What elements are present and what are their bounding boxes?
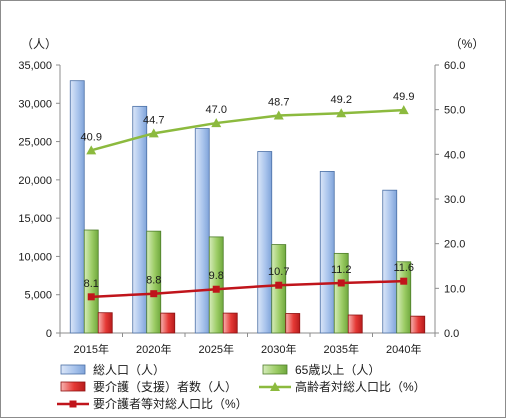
elderly-ratio-data-label: 48.7 <box>268 96 289 108</box>
elderly-ratio-point <box>273 110 284 120</box>
care-ratio-data-label: 8.8 <box>146 275 161 287</box>
aged-65-plus-bar <box>208 236 224 334</box>
legend-aged-65-plus: 65歳以上（人） <box>262 363 380 377</box>
care-ratio-data-label: 8.1 <box>84 278 99 290</box>
elderly-ratio-point <box>211 118 222 128</box>
legend-elderly-ratio: 高齢者対総人口比（%） <box>259 379 426 394</box>
left-tick-label: 25,000 <box>18 137 52 149</box>
right-tick-label: 30.0 <box>444 194 465 206</box>
elderly-ratio-point <box>148 128 159 138</box>
left-axis-unit: （人） <box>21 37 57 51</box>
lines <box>86 105 409 301</box>
care-needed-bar <box>160 312 176 334</box>
aged-65-plus-bar <box>146 230 162 334</box>
legend-elderly-ratio-swatch-marker <box>270 382 280 391</box>
care-needed-bar <box>97 312 113 334</box>
x-tick-label: 2015年 <box>74 342 109 356</box>
x-tick-label: 2040年 <box>386 342 421 356</box>
care-ratio-point <box>337 279 345 287</box>
elderly-ratio-point <box>86 145 97 155</box>
right-tick-label: 40.0 <box>444 149 465 161</box>
x-tick-label: 2025年 <box>199 342 234 356</box>
right-tick-label: 60.0 <box>444 60 465 72</box>
axes: （人） （%） 0 5,000 10,000 15,000 20,000 25,000 30,0… <box>18 37 484 356</box>
legend-elderly-ratio-label: 高齢者対総人口比（%） <box>295 379 426 394</box>
elderly-ratio-data-label: 49.9 <box>393 91 414 103</box>
care-ratio-data-label: 9.8 <box>209 270 224 282</box>
care-ratio-point <box>400 277 408 285</box>
care-ratio-line <box>91 279 404 299</box>
total-population-bar <box>257 151 273 334</box>
legend-care-ratio-label: 要介護者等対総人口比（%） <box>93 396 248 411</box>
care-ratio-data-label: 10.7 <box>268 266 289 278</box>
legend-total-population-swatch <box>60 364 86 375</box>
care-ratio-data-label: 11.6 <box>393 262 414 274</box>
care-ratio-point <box>150 290 158 298</box>
legend-care-needed-swatch <box>60 381 86 392</box>
elderly-ratio-line <box>90 108 404 152</box>
elderly-ratio-data-label: 44.7 <box>143 114 164 126</box>
aged-65-plus-bar <box>271 244 287 334</box>
legend-care-ratio: 要介護者等対総人口比（%） <box>57 396 248 411</box>
legend-care-needed: 要介護（支援）者数（人） <box>60 379 237 394</box>
x-tick-label: 2020年 <box>136 342 171 356</box>
elderly-ratio-point <box>398 105 409 115</box>
care-ratio-point <box>275 281 283 289</box>
legend-total-population-label: 総人口（人） <box>93 363 165 377</box>
elderly-ratio-data-label: 49.2 <box>331 94 352 106</box>
care-needed-bar <box>285 313 301 334</box>
left-tick-label: 20,000 <box>18 175 52 187</box>
care-needed-bar <box>347 314 363 334</box>
legend: 総人口（人） 65歳以上（人） 要介護（支援）者数（人） 高齢者対総人口比（%） 要介護… <box>57 363 426 411</box>
legend-aged-65-plus-label: 65歳以上（人） <box>295 363 380 377</box>
care-ratio-point <box>212 285 220 293</box>
bars <box>69 80 426 334</box>
legend-care-needed-label: 要介護（支援）者数（人） <box>93 379 237 394</box>
x-tick-label: 2030年 <box>261 342 296 356</box>
right-tick-label: 10.0 <box>444 283 465 295</box>
left-tick-label: 0 <box>46 328 52 340</box>
left-tick-label: 5,000 <box>24 290 52 302</box>
total-population-bar <box>132 105 148 334</box>
aged-65-plus-bar <box>83 229 99 334</box>
right-tick-label: 50.0 <box>444 105 465 117</box>
total-population-bar <box>194 128 210 334</box>
right-tick-label: 0.0 <box>444 328 459 340</box>
right-tick-label: 20.0 <box>444 239 465 251</box>
care-needed-bar <box>222 312 238 334</box>
care-ratio-point <box>87 293 95 301</box>
care-needed-bar <box>410 315 426 334</box>
elderly-ratio-point <box>336 108 347 118</box>
total-population-bar <box>69 80 85 334</box>
legend-aged-65-plus-swatch <box>262 364 288 375</box>
x-tick-label: 2035年 <box>324 342 359 356</box>
left-tick-label: 30,000 <box>18 98 52 110</box>
data-labels: 40.9 44.7 47.0 48.7 49.2 49.9 8.1 8.8 9.8 10.7 11.… <box>81 91 415 290</box>
elderly-ratio-data-label: 47.0 <box>206 104 227 116</box>
legend-care-ratio-swatch-marker <box>69 400 77 408</box>
left-tick-label: 10,000 <box>18 251 52 263</box>
care-ratio-data-label: 11.2 <box>331 264 352 276</box>
total-population-bar <box>319 171 335 334</box>
elderly-ratio-data-label: 40.9 <box>81 131 102 143</box>
left-tick-label: 15,000 <box>18 213 52 225</box>
aged-65-plus-bar <box>333 252 349 334</box>
legend-total-population: 総人口（人） <box>60 363 165 377</box>
right-axis-unit: （%） <box>450 37 485 51</box>
left-tick-label: 35,000 <box>18 60 52 72</box>
